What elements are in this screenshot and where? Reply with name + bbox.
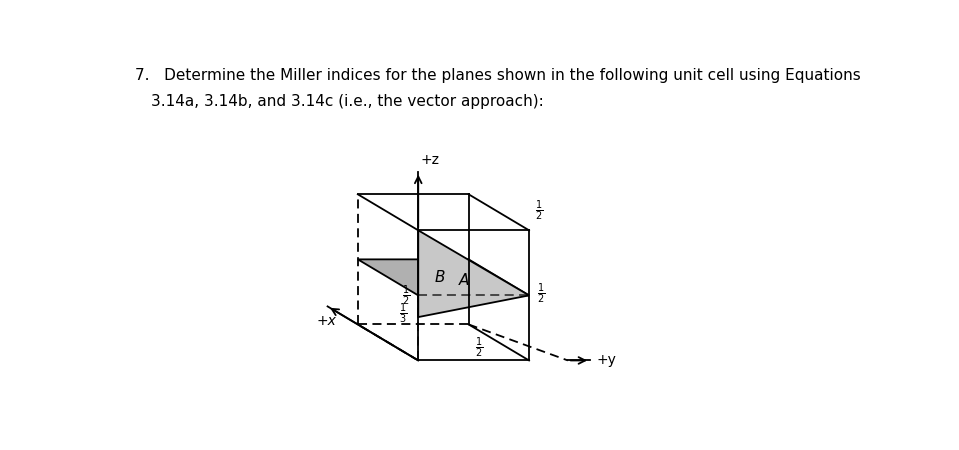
Text: A: A <box>459 274 470 288</box>
Text: 3.14a, 3.14b, and 3.14c (i.e., the vector approach):: 3.14a, 3.14b, and 3.14c (i.e., the vecto… <box>151 94 544 109</box>
Polygon shape <box>358 259 529 295</box>
Polygon shape <box>418 230 529 317</box>
Text: $\frac{1}{2}$: $\frac{1}{2}$ <box>537 282 545 306</box>
Text: B: B <box>434 270 445 285</box>
Text: $\frac{1}{2}$: $\frac{1}{2}$ <box>403 283 410 307</box>
Text: 7.   Determine the Miller indices for the planes shown in the following unit cel: 7. Determine the Miller indices for the … <box>135 68 861 83</box>
Text: +x: +x <box>316 314 336 328</box>
Text: $\frac{1}{2}$: $\frac{1}{2}$ <box>475 335 483 360</box>
Text: $\frac{1}{3}$: $\frac{1}{3}$ <box>399 302 408 326</box>
Text: +y: +y <box>596 353 616 368</box>
Text: +z: +z <box>421 153 439 167</box>
Text: $\frac{1}{2}$: $\frac{1}{2}$ <box>535 198 544 223</box>
